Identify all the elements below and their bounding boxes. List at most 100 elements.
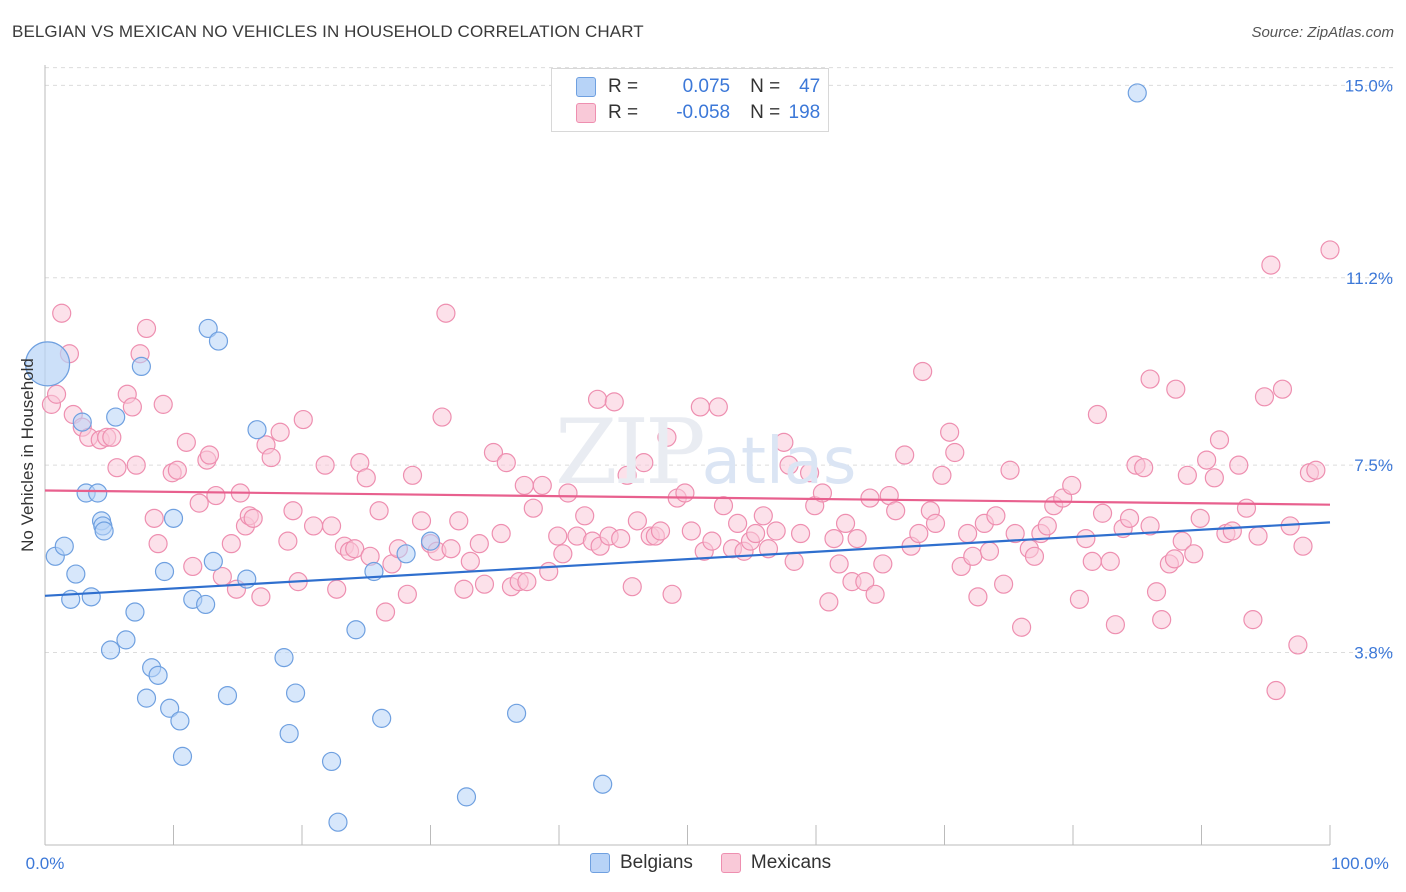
- data-point-belgians: [24, 341, 71, 387]
- data-point-mexicans: [327, 579, 347, 599]
- legend-swatch-mexicans: [720, 853, 741, 873]
- data-point-mexicans: [819, 592, 839, 612]
- data-point-mexicans: [548, 526, 568, 546]
- data-point-mexicans: [753, 506, 773, 526]
- data-point-mexicans: [1037, 516, 1057, 536]
- data-point-mexicans: [321, 516, 342, 536]
- data-point-mexicans: [243, 508, 263, 528]
- data-point-mexicans: [622, 577, 642, 597]
- data-point-mexicans: [1105, 615, 1126, 635]
- watermark: ZIPatlas: [555, 400, 856, 505]
- data-point-mexicans: [144, 508, 164, 528]
- data-point-belgians: [217, 685, 238, 706]
- data-point-mexicans: [436, 303, 456, 323]
- data-point-mexicans: [1119, 508, 1140, 528]
- data-point-mexicans: [1261, 255, 1281, 275]
- data-point-mexicans: [1209, 430, 1230, 450]
- y-tick-label: 15.0%: [1345, 76, 1393, 95]
- data-point-mexicans: [873, 554, 893, 574]
- data-point-mexicans: [766, 521, 786, 541]
- data-point-belgians: [66, 564, 86, 584]
- data-point-mexicans: [979, 541, 1000, 561]
- data-point-mexicans: [189, 493, 209, 513]
- data-point-mexicans: [945, 442, 965, 463]
- data-point-mexicans: [553, 544, 573, 564]
- data-point-mexicans: [611, 528, 631, 549]
- data-point-mexicans: [713, 496, 734, 516]
- legend-r-value: -0.058: [676, 102, 731, 123]
- data-point-belgians: [456, 787, 477, 807]
- data-point-mexicans: [375, 602, 396, 622]
- data-point-mexicans: [1092, 503, 1113, 523]
- legend-swatch-belgians: [576, 77, 596, 97]
- data-point-mexicans: [1293, 536, 1313, 556]
- watermark-atlas: atlas: [701, 425, 857, 499]
- data-point-belgians: [506, 703, 527, 723]
- data-point-mexicans: [176, 432, 196, 452]
- data-point-mexicans: [657, 427, 677, 447]
- data-point-mexicans: [855, 572, 875, 592]
- data-point-mexicans: [153, 394, 173, 414]
- data-point-mexicans: [708, 397, 728, 417]
- data-point-mexicans: [932, 465, 952, 485]
- data-point-mexicans: [107, 458, 127, 478]
- data-point-mexicans: [895, 445, 915, 465]
- legend-r-label: R =: [608, 76, 639, 97]
- data-point-mexicans: [514, 475, 534, 496]
- data-point-belgians: [116, 630, 136, 650]
- data-point-mexicans: [303, 516, 324, 536]
- data-point-mexicans: [728, 513, 748, 534]
- correlation-legend: R = 0.075 N = 47 R = -0.058 N = 198: [551, 68, 829, 132]
- data-point-mexicans: [1082, 551, 1102, 571]
- data-point-mexicans: [790, 523, 811, 544]
- data-point-belgians: [396, 544, 416, 564]
- data-point-mexicans: [968, 587, 988, 607]
- data-point-mexicans: [261, 447, 281, 468]
- data-point-mexicans: [1254, 387, 1275, 407]
- data-point-mexicans: [474, 574, 495, 594]
- data-point-mexicans: [1190, 508, 1210, 528]
- data-point-belgians: [247, 420, 267, 440]
- data-point-mexicans: [1177, 465, 1197, 485]
- data-point-mexicans: [411, 511, 432, 531]
- data-point-belgians: [154, 561, 175, 582]
- data-point-belgians: [328, 812, 348, 832]
- data-point-mexicans: [681, 521, 701, 541]
- watermark-zip: ZIP: [555, 400, 706, 505]
- data-point-mexicans: [835, 513, 856, 534]
- data-point-mexicans: [829, 554, 849, 574]
- data-point-mexicans: [183, 556, 203, 577]
- data-point-belgians: [106, 407, 126, 427]
- source-label: Source: ZipAtlas.com: [1251, 24, 1394, 41]
- data-point-mexicans: [1076, 528, 1096, 549]
- y-tick-label: 7.5%: [1354, 456, 1393, 475]
- data-point-mexicans: [925, 513, 946, 534]
- data-point-mexicans: [779, 455, 799, 475]
- data-point-mexicans: [1140, 516, 1160, 536]
- data-point-mexicans: [1184, 544, 1204, 564]
- data-point-belgians: [208, 331, 229, 351]
- legend-n-value: 47: [799, 76, 821, 97]
- data-point-mexicans: [102, 427, 122, 447]
- data-point-mexicans: [1306, 460, 1326, 480]
- data-point-mexicans: [46, 384, 67, 404]
- data-point-belgians: [198, 318, 218, 339]
- data-point-mexicans: [432, 407, 452, 427]
- trend-line-belgians: [44, 521, 1331, 597]
- data-point-mexicans: [1152, 610, 1172, 630]
- data-point-mexicans: [784, 551, 804, 571]
- data-point-mexicans: [397, 584, 417, 604]
- data-point-mexicans: [199, 445, 220, 465]
- data-point-mexicans: [1229, 455, 1249, 475]
- data-point-mexicans: [1005, 523, 1025, 544]
- data-point-mexicans: [532, 475, 552, 496]
- legend-item-mexicans[interactable]: Mexicans: [720, 852, 831, 874]
- legend-item-belgians[interactable]: Belgians: [590, 852, 693, 874]
- data-point-mexicans: [986, 506, 1006, 526]
- legend-row-belgians: R = 0.075 N = 47: [576, 75, 820, 99]
- chart-title: BELGIAN VS MEXICAN NO VEHICLES IN HOUSEH…: [12, 22, 644, 41]
- data-point-belgians: [88, 483, 108, 503]
- data-point-mexicans: [345, 539, 365, 559]
- legend-n-label: N =: [750, 76, 781, 97]
